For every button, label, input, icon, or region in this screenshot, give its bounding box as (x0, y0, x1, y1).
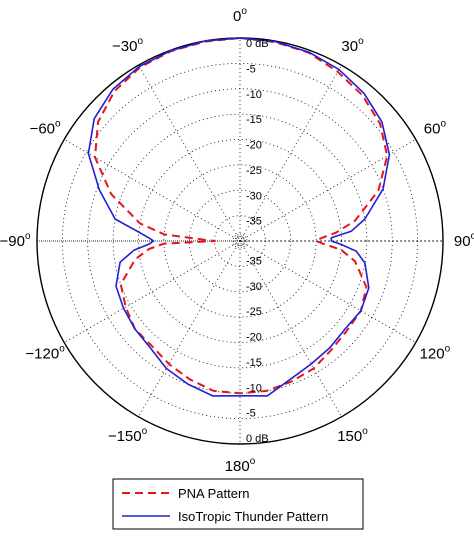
grid-spoke (63, 139, 241, 242)
angle-label: −60o (30, 119, 61, 138)
grid-spoke (239, 240, 417, 343)
angle-label: −120o (25, 344, 65, 363)
angle-label: 30o (341, 36, 364, 55)
angle-label: 60o (424, 119, 447, 138)
polar-grid (36, 37, 444, 445)
ring-label-top: -5 (246, 63, 256, 75)
ring-label-top: -15 (246, 114, 262, 126)
angle-label: 0o (233, 6, 247, 25)
series-layer (87, 37, 391, 397)
angle-label: 180o (225, 456, 256, 475)
grid-spoke (138, 64, 241, 242)
ring-label-bottom: -30 (246, 281, 262, 293)
grid-spoke (63, 240, 241, 343)
angle-label: 150o (337, 426, 368, 445)
ring-label-bottom: -25 (246, 306, 262, 318)
ring-label-top: -30 (246, 190, 262, 202)
grid-ring (188, 189, 292, 293)
angle-label: 120o (420, 344, 451, 363)
ring-label-bottom: 0 dB (246, 433, 269, 445)
legend-label-isotropic: IsoTropic Thunder Pattern (178, 509, 328, 524)
ring-label-top: -35 (246, 216, 262, 228)
ring-label-bottom: -5 (246, 408, 256, 420)
legend-box (112, 478, 364, 530)
ring-label-bottom: -20 (246, 332, 262, 344)
angle-label: −30o (112, 36, 143, 55)
series-line-0 (94, 37, 389, 395)
legend: PNA Pattern IsoTropic Thunder Pattern (112, 478, 364, 530)
angle-labels: 0o 30o 60o 90o 120o 150o 180o −150o −120o −90o −60… (0, 6, 474, 475)
angle-label: −150o (108, 426, 148, 445)
grid-ring (112, 113, 368, 369)
series-line-1 (87, 37, 391, 397)
ring-label-top: -10 (246, 89, 262, 101)
ring-label-top: -20 (246, 140, 262, 152)
ring-label-bottom: -15 (246, 357, 262, 369)
ring-label-bottom: -35 (246, 255, 262, 267)
ring-label-bottom: -10 (246, 382, 262, 394)
ring-label-top: 0 dB (246, 38, 269, 50)
angle-label: −90o (0, 231, 31, 250)
legend-label-pna: PNA Pattern (178, 486, 250, 501)
ring-labels: 0 dB -5 -10 -15 -20 -25 -30 -35 -35 -30 -25 -20 -15 -… (246, 38, 269, 445)
angle-label: 90o (454, 231, 474, 250)
ring-label-top: -25 (246, 165, 262, 177)
